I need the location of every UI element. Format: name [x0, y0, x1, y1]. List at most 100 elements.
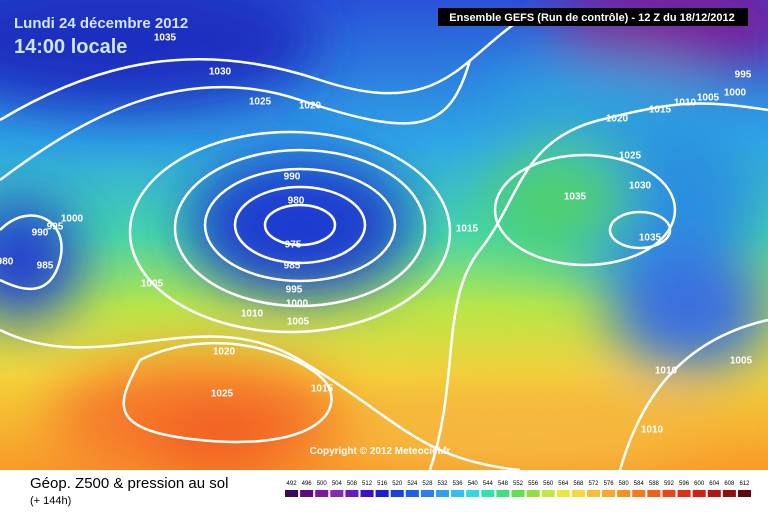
- scale-label: 576: [604, 481, 615, 487]
- isobar-label: 1020: [606, 114, 629, 125]
- isobar-label: 1000: [286, 299, 309, 310]
- isobar-label: 1005: [697, 93, 720, 104]
- scale-swatch: [451, 490, 465, 497]
- run-info: Ensemble GEFS (Run de contrôle) - 12 Z d…: [449, 12, 734, 24]
- legend-title: Géop. Z500 & pression au sol: [30, 475, 228, 492]
- scale-swatch: [300, 490, 314, 497]
- scale-swatch: [420, 490, 434, 497]
- scale-swatch: [315, 490, 329, 497]
- isobar-label: 1000: [61, 214, 84, 225]
- run-box: [438, 8, 748, 26]
- color-scale: 492 496 500 504 508 512 516 520 524 528 532 536 540 5…: [285, 481, 751, 497]
- isobar-label: 980: [0, 257, 14, 268]
- isobar-label: 1010: [641, 425, 664, 436]
- scale-swatch: [692, 490, 706, 497]
- scale-swatch: [390, 490, 404, 497]
- scale-label: 564: [558, 481, 569, 487]
- scale-swatch: [481, 490, 495, 497]
- scale-swatch: [571, 490, 585, 497]
- scale-label: 536: [453, 481, 464, 487]
- isobar-label: 1010: [241, 309, 264, 320]
- isobar-label: 1015: [456, 224, 479, 235]
- scale-label: 588: [649, 481, 660, 487]
- isobar-label: 985: [284, 261, 301, 272]
- scale-label: 556: [528, 481, 539, 487]
- date: Lundi 24 décembre 2012: [14, 15, 188, 32]
- scale-swatch: [677, 490, 691, 497]
- scale-swatch: [405, 490, 419, 497]
- scale-swatch: [737, 490, 751, 497]
- isobar-label: 1005: [141, 279, 164, 290]
- scale-label: 548: [498, 481, 509, 487]
- isobar-label: 1000: [724, 88, 747, 99]
- isobar-label: 1015: [311, 384, 334, 395]
- scale-swatch: [526, 490, 540, 497]
- isobar-label: 1025: [211, 389, 234, 400]
- scale-label: 532: [438, 481, 449, 487]
- isobar-label: 1010: [655, 366, 678, 377]
- scale-label: 544: [483, 481, 494, 487]
- isobar-label: 1035: [639, 233, 662, 244]
- isobar-label: 1025: [249, 97, 272, 108]
- scale-swatch: [466, 490, 480, 497]
- isobar-label: 995: [735, 70, 752, 81]
- scale-swatch: [541, 490, 555, 497]
- scale-label: 508: [347, 481, 358, 487]
- scale-label: 496: [302, 481, 313, 487]
- isobar-label: 1030: [209, 67, 232, 78]
- scale-swatch: [586, 490, 601, 497]
- isobar-label: 1025: [619, 151, 642, 162]
- scale-swatch: [722, 490, 736, 497]
- scale-swatch: [662, 490, 676, 497]
- isobar-label: 985: [37, 261, 54, 272]
- isobars: [0, 18, 768, 472]
- isobar-label: 1030: [629, 181, 652, 192]
- scale-swatch: [647, 490, 661, 497]
- isobar-label: 1015: [649, 105, 672, 116]
- scale-swatch: [602, 490, 616, 497]
- scale-label: 612: [739, 481, 750, 487]
- scale-label: 528: [422, 481, 433, 487]
- scale-swatch: [496, 490, 510, 497]
- scale-label: 500: [317, 481, 328, 487]
- scale-label: 580: [619, 481, 630, 487]
- scale-label: 540: [468, 481, 479, 487]
- scale-swatch: [435, 490, 450, 497]
- scale-label: 524: [407, 481, 418, 487]
- isobar-label: 980: [288, 196, 305, 207]
- scale-swatch: [556, 490, 570, 497]
- isobar-label: 990: [32, 228, 49, 239]
- isobar-label: 1035: [564, 192, 587, 203]
- scale-label: 568: [573, 481, 584, 487]
- time: 14:00 locale: [14, 36, 127, 58]
- scale-label: 560: [543, 481, 554, 487]
- isobar-label: 1020: [299, 101, 322, 112]
- isobar-label: 990: [284, 172, 301, 183]
- isobar-label: 1005: [730, 356, 753, 367]
- scale-swatch: [330, 490, 344, 497]
- scale-label: 516: [377, 481, 388, 487]
- isobar-label: 995: [47, 222, 64, 233]
- scale-label: 600: [694, 481, 705, 487]
- scale-swatch: [360, 490, 374, 497]
- scale-swatch: [511, 490, 525, 497]
- scale-swatch: [707, 490, 721, 497]
- scale-swatch: [632, 490, 646, 497]
- scale-swatch: [345, 490, 359, 497]
- isobar-label: 1020: [213, 347, 236, 358]
- scale-label: 512: [362, 481, 373, 487]
- isobar-label: 975: [285, 240, 302, 251]
- isobar-label: 1005: [287, 317, 310, 328]
- scale-label: 596: [679, 481, 690, 487]
- scale-label: 520: [392, 481, 403, 487]
- scale-swatch: [285, 490, 299, 497]
- scale-label: 592: [664, 481, 675, 487]
- scale-label: 604: [709, 481, 720, 487]
- isobar-label: 1035: [154, 33, 177, 44]
- scale-label: 572: [588, 481, 599, 487]
- scale-label: 608: [724, 481, 735, 487]
- scale-label: 584: [634, 481, 645, 487]
- scale-label: 492: [287, 481, 298, 487]
